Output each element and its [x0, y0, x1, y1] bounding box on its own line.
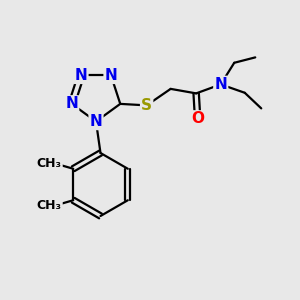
- Text: N: N: [214, 77, 227, 92]
- Text: N: N: [105, 68, 117, 83]
- Text: CH₃: CH₃: [37, 157, 62, 170]
- Text: O: O: [191, 111, 204, 126]
- Text: N: N: [90, 114, 102, 129]
- Text: N: N: [65, 96, 78, 111]
- Text: CH₃: CH₃: [37, 199, 62, 212]
- Text: N: N: [75, 68, 87, 83]
- Text: S: S: [141, 98, 152, 113]
